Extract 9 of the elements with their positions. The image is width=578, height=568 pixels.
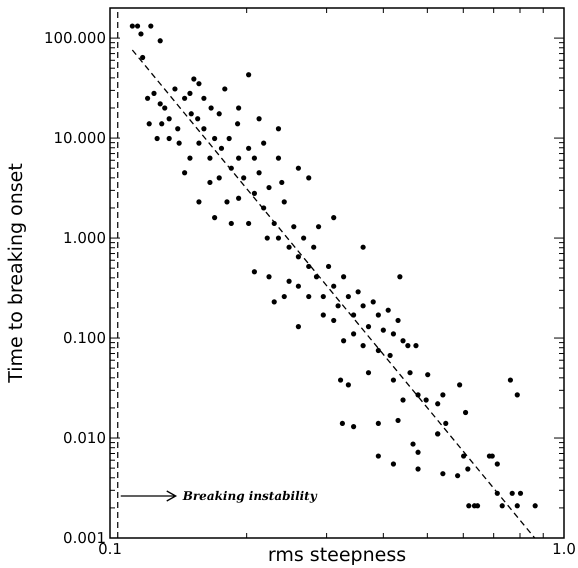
y-tick-label: 0.010	[63, 429, 106, 448]
y-tick-label: 1.000	[63, 229, 106, 248]
y-tick-label: 0.100	[63, 329, 106, 348]
y-axis-title: Time to breaking onset	[5, 163, 27, 384]
x-tick-label: 1.0	[552, 540, 576, 558]
y-tick-label: 100.000	[44, 29, 106, 48]
y-tick-label: 10.000	[54, 129, 106, 148]
annotation: Breaking instability	[182, 489, 318, 503]
x-axis-title: rms steepness	[268, 544, 406, 566]
